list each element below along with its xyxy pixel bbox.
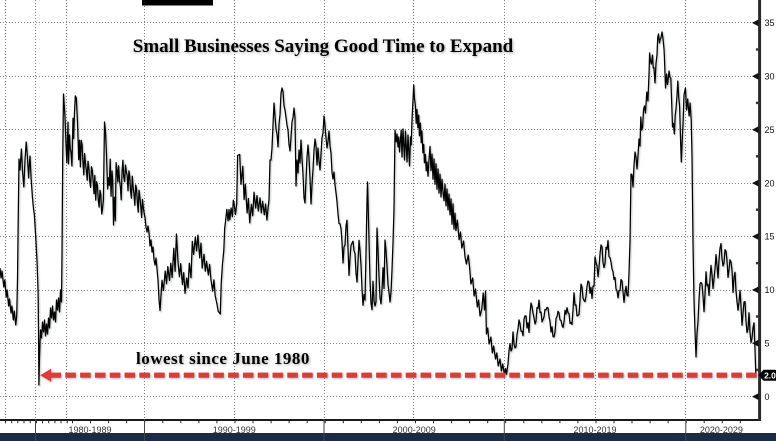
svg-text:Small Businesses Saying Good T: Small Businesses Saying Good Time to Exp… [133, 36, 514, 57]
svg-text:1990-1999: 1990-1999 [213, 425, 256, 435]
svg-text:2020-2029: 2020-2029 [700, 425, 743, 435]
svg-text:2.0: 2.0 [764, 371, 776, 381]
svg-text:20: 20 [765, 178, 775, 188]
svg-text:30: 30 [765, 72, 775, 82]
svg-text:10: 10 [765, 285, 775, 295]
svg-text:2000-2009: 2000-2009 [393, 425, 436, 435]
svg-text:1980-1989: 1980-1989 [68, 425, 111, 435]
svg-text:25: 25 [765, 125, 775, 135]
svg-text:5: 5 [765, 338, 770, 348]
svg-text:15: 15 [765, 232, 775, 242]
svg-text:2010-2019: 2010-2019 [573, 425, 616, 435]
svg-text:35: 35 [765, 18, 775, 28]
svg-text:0: 0 [765, 392, 770, 402]
svg-text:lowest since June 1980: lowest since June 1980 [136, 349, 310, 368]
